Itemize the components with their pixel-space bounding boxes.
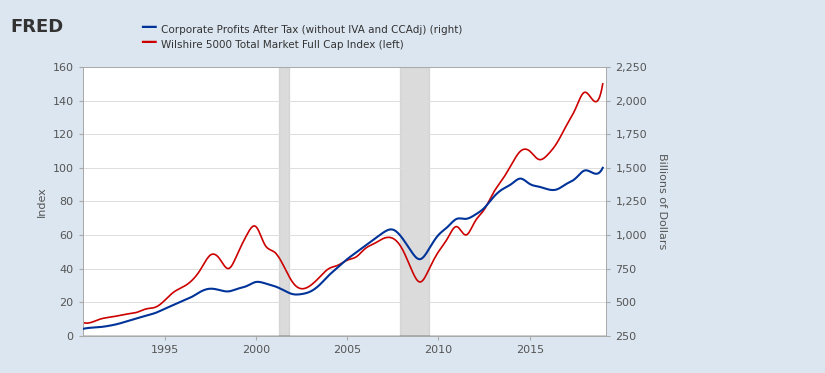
Text: Wilshire 5000 Total Market Full Cap Index (left): Wilshire 5000 Total Market Full Cap Inde… — [161, 40, 403, 50]
Bar — [400, 67, 429, 336]
Text: Corporate Profits After Tax (without IVA and CCAdj) (right): Corporate Profits After Tax (without IVA… — [161, 25, 462, 35]
Text: FRED: FRED — [10, 18, 64, 36]
Text: —: — — [140, 18, 157, 36]
Y-axis label: Billions of Dollars: Billions of Dollars — [657, 153, 667, 250]
Y-axis label: Index: Index — [37, 186, 47, 217]
Bar — [279, 67, 290, 336]
Text: —: — — [140, 32, 157, 51]
